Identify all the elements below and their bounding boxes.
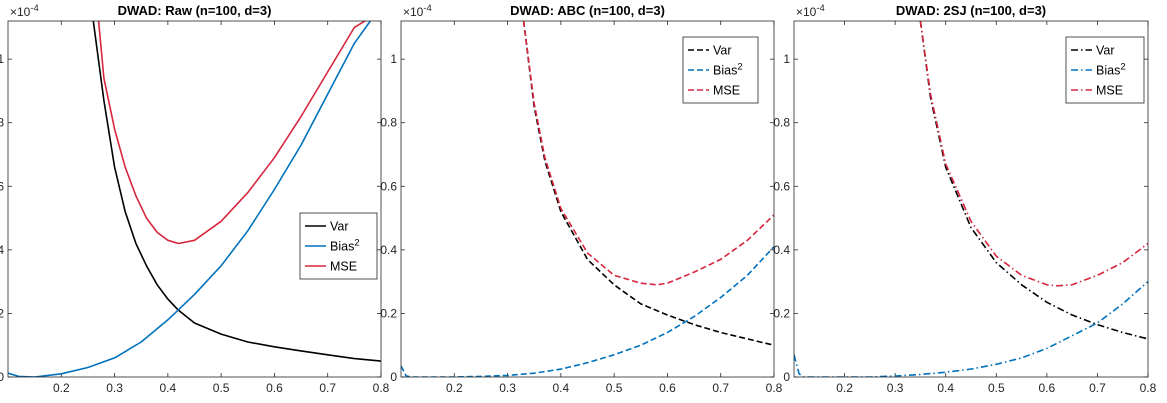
y-tick-label: 0.4 (773, 243, 790, 257)
y-tick-label: 0.8 (380, 116, 397, 130)
x-tick-label: 0.3 (887, 381, 904, 395)
legend-label: MSE (1096, 84, 1123, 98)
y-tick-label: 0 (390, 370, 397, 384)
y-tick-label: 0.4 (380, 243, 397, 257)
x-tick-label: 0.4 (160, 381, 177, 395)
chart-title: DWAD: Raw (n=100, d=3) (118, 3, 272, 18)
series-line-bias (401, 246, 774, 377)
x-tick-label: 0.5 (988, 381, 1005, 395)
x-tick-label: 0.2 (53, 381, 70, 395)
y-tick-label: 0.2 (773, 306, 790, 320)
legend: Var Bias2 MSE (682, 36, 759, 104)
legend-label: MSE (713, 84, 740, 98)
series-line-var (919, 21, 1148, 340)
x-tick-label: 0.3 (106, 381, 123, 395)
chart-title: DWAD: 2SJ (n=100, d=3) (896, 3, 1046, 18)
chart-title: DWAD: ABC (n=100, d=3) (510, 3, 665, 18)
axes-box (400, 20, 775, 378)
legend: Var Bias2 MSE (1065, 36, 1145, 104)
chart-panel-3: DWAD: 2SJ (n=100, d=3) ×10-4 0 0.2 0.4 0.6 0.8… (773, 3, 1156, 395)
y-tick-label: 0 (783, 370, 790, 384)
x-tick-label: 0.6 (266, 381, 283, 395)
x-tick-label: 0.5 (213, 381, 230, 395)
x-tick-label: 0.5 (606, 381, 623, 395)
y-tick-label: 0 (0, 370, 4, 384)
legend-label: MSE (330, 260, 357, 274)
legend-box (682, 36, 759, 104)
legend-label: Bias2 (1096, 62, 1126, 78)
y-tick-label: 0.2 (380, 306, 397, 320)
legend: Var Bias2 MSE (299, 212, 378, 280)
series-line-bias (794, 280, 1148, 377)
x-tick-label: 0.7 (712, 381, 729, 395)
x-tick-label: 0.7 (319, 381, 336, 395)
y-exponent-label: ×10-4 (796, 3, 825, 19)
x-tick-label: 0.6 (1039, 381, 1056, 395)
axes-box (7, 20, 382, 378)
x-tick-label: 0.6 (659, 381, 676, 395)
x-tick-label: 0.8 (766, 381, 783, 395)
legend-label: Bias2 (713, 62, 743, 78)
x-tick-label: 0.4 (553, 381, 570, 395)
chart-panel-1: DWAD: Raw (n=100, d=3) ×10-4 0 0.2 0.4 0.6 0.8… (0, 3, 390, 395)
y-tick-label: 0.6 (0, 179, 4, 193)
legend-box (1065, 36, 1145, 104)
y-tick-label: 0.8 (773, 116, 790, 130)
x-tick-label: 0.3 (499, 381, 516, 395)
legend-label: Var (713, 44, 732, 58)
x-tick-label: 0.7 (1089, 381, 1106, 395)
y-exponent-label: ×10-4 (403, 3, 432, 19)
y-tick-label: 1 (0, 52, 4, 66)
y-tick-label: 1 (783, 52, 790, 66)
axes-box (793, 20, 1149, 378)
x-tick-label: 0.8 (373, 381, 390, 395)
x-tick-label: 0.8 (1140, 381, 1157, 395)
y-tick-label: 0.4 (0, 243, 4, 257)
legend-label: Var (330, 220, 349, 234)
y-tick-label: 1 (390, 52, 397, 66)
series-line-bias (8, 21, 371, 377)
x-tick-label: 0.2 (446, 381, 463, 395)
plot-area (8, 21, 381, 377)
series-line-mse (919, 21, 1148, 287)
series-line-var (522, 21, 774, 346)
y-tick-label: 0.8 (0, 116, 4, 130)
y-tick-label: 0.6 (773, 179, 790, 193)
legend-label: Bias2 (330, 238, 360, 254)
x-tick-label: 0.4 (937, 381, 954, 395)
series-line-mse (97, 21, 366, 245)
chart-panel-2: DWAD: ABC (n=100, d=3) ×10-4 0 0.2 0.4 0.6 0.8… (380, 3, 782, 395)
y-tick-label: 0.2 (0, 306, 4, 320)
series-line-mse (522, 21, 774, 286)
x-tick-label: 0.2 (836, 381, 853, 395)
y-tick-label: 0.6 (380, 179, 397, 193)
y-exponent-label: ×10-4 (10, 3, 39, 19)
legend-label: Var (1096, 44, 1115, 58)
